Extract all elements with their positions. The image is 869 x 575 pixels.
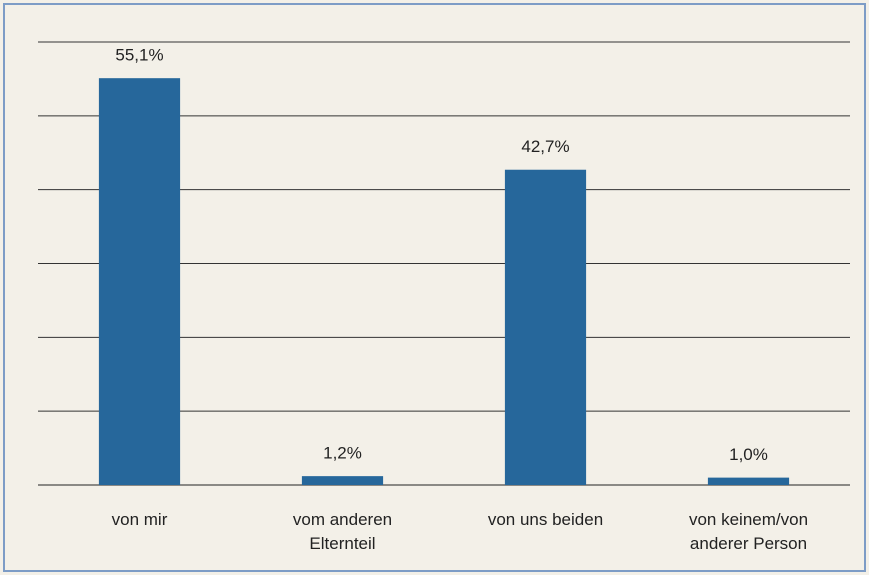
frame	[3, 3, 866, 572]
bar	[301, 476, 384, 485]
bar	[504, 169, 587, 485]
x-tick-label: von mir	[111, 510, 168, 529]
value-label: 1,0%	[729, 445, 768, 464]
value-label: 1,2%	[323, 444, 362, 463]
value-label: 55,1%	[115, 46, 163, 65]
value-label: 42,7%	[521, 137, 569, 156]
bar	[98, 78, 181, 485]
x-tick-label: vom anderen Elternteil	[292, 510, 393, 553]
x-tick-label: von uns beiden	[487, 510, 604, 529]
x-tick-label: von keinem/von anderer Person	[688, 510, 809, 553]
bar	[707, 477, 790, 485]
